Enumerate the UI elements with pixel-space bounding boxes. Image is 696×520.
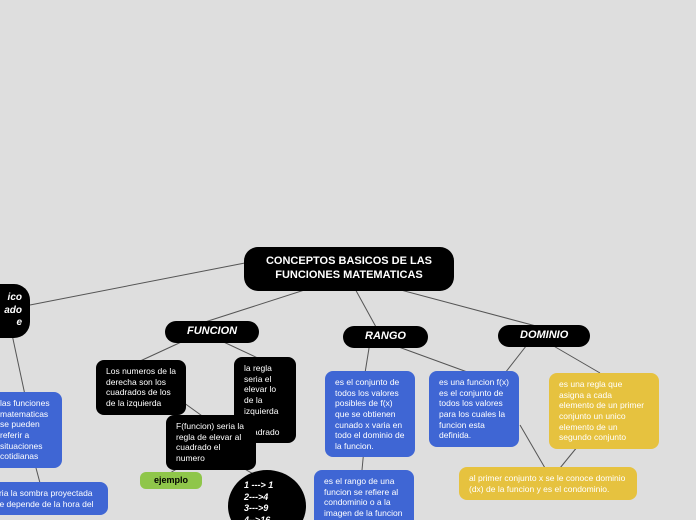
code-l3: 3--->9 bbox=[244, 503, 306, 515]
rango-esuna-box: es una funcion f(x) es el conjunto de to… bbox=[429, 371, 519, 447]
partial-left-box: ico ado e bbox=[0, 284, 30, 338]
funcion-ffuncion-box: F(funcion) seria la regla de elevar al c… bbox=[166, 415, 256, 470]
left-sombra-box: seria la sombra proyectada que depende d… bbox=[0, 482, 108, 515]
partial-line2: ado bbox=[4, 305, 22, 316]
code-l4: 4-->16 bbox=[244, 515, 306, 520]
left-funciones-box: las funciones matematicas se pueden refe… bbox=[0, 392, 62, 468]
partial-line3: e bbox=[16, 317, 22, 328]
rango-conjunto-box: es el conjunto de todos los valores posi… bbox=[325, 371, 415, 457]
dominio-dx-box: al primer conjunto x se le conoce domini… bbox=[459, 467, 637, 500]
funcion-numeros-box: Los numeros de la derecha son los cuadra… bbox=[96, 360, 186, 415]
ejemplo-pill: ejemplo bbox=[140, 472, 202, 489]
partial-line1: ico bbox=[8, 292, 22, 303]
title-node: CONCEPTOS BASICOS DE LAS FUNCIONES MATEM… bbox=[244, 247, 454, 291]
ejemplo-code-circle: 1 ---> 1 2--->4 3--->9 4-->16 bbox=[228, 470, 306, 520]
funcion-node: FUNCION bbox=[165, 321, 259, 343]
dominio-node: DOMINIO bbox=[498, 325, 590, 347]
dominio-regla-box: es una regla que asigna a cada elemento … bbox=[549, 373, 659, 449]
code-l1: 1 ---> 1 bbox=[244, 480, 306, 492]
rango-rangode-box: es el rango de una funcion se refiere al… bbox=[314, 470, 414, 520]
code-l2: 2--->4 bbox=[244, 492, 306, 504]
rango-node: RANGO bbox=[343, 326, 428, 348]
